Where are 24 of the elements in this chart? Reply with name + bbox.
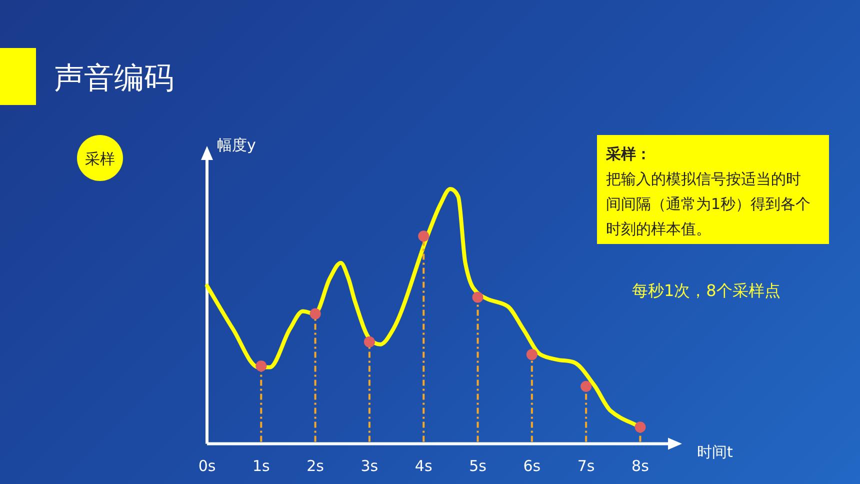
x-tick-label: 0s [198,457,216,475]
point [256,360,267,372]
chart-title: 声音编码 [54,60,174,98]
point [418,230,430,242]
x-tick-label: 4s [414,457,432,475]
annotation: 把输入的模拟信号按适当的时间间隔（通常为1秒）得到各个时刻的样本值。 [606,169,812,240]
x-axis-title: 时间t [697,443,733,461]
point [364,336,375,348]
x-tick-label: 8s [632,457,650,475]
text: 采样： [606,144,652,165]
x-tick-label: 2s [306,457,324,475]
x-tick-label: 3s [360,457,378,475]
x-tick-label: 7s [577,457,595,475]
x-tick-label: 5s [469,457,487,475]
x-tick-label: 6s [523,457,541,475]
x-tick-label: 1s [252,457,270,475]
text: 采样 [85,150,115,168]
annotation: 每秒1次，8个采样点 [632,281,780,302]
point [472,292,484,303]
point [580,380,592,392]
point [526,349,538,360]
y-axis-title: 幅度y [217,136,256,154]
point [634,422,646,433]
point [310,308,321,320]
